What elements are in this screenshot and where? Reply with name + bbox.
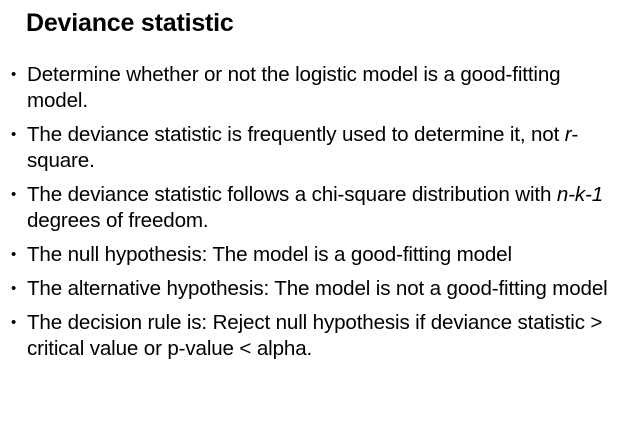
bullet-item-1: • Determine whether or not the logistic … [10,62,618,114]
bullet-item-3: • The deviance statistic follows a chi-s… [10,182,618,234]
bullet-text: The alternative hypothesis: The model is… [27,277,608,300]
bullet-dot-icon: • [11,314,17,331]
bullet-text: Determine whether or not the logistic mo… [27,63,561,112]
bullet-dot-icon: • [11,66,17,83]
bullet-text: The decision rule is: Reject null hypoth… [27,311,603,360]
bullet-text: The deviance statistic is frequently use… [27,123,565,146]
bullet-text-italic: r [564,123,572,146]
bullet-item-4: • The null hypothesis: The model is a go… [10,242,618,268]
bullet-dot-icon: • [11,126,17,143]
bullet-item-6: • The decision rule is: Reject null hypo… [10,310,618,362]
bullet-dot-icon: • [11,246,17,263]
bullet-dot-icon: • [11,186,17,203]
bullet-text: degrees of freedom. [27,209,209,232]
bullet-item-2: • The deviance statistic is frequently u… [10,122,618,174]
bullet-list: • Determine whether or not the logistic … [10,62,618,370]
bullet-dot-icon: • [11,280,17,297]
bullet-text: -square. [27,123,579,172]
bullet-text-italic: n-k-1 [556,183,603,206]
bullet-item-5: • The alternative hypothesis: The model … [10,276,618,302]
bullet-text: The null hypothesis: The model is a good… [27,243,512,266]
slide-title: Deviance statistic [26,9,234,37]
bullet-text: The deviance statistic follows a chi-squ… [27,183,557,206]
